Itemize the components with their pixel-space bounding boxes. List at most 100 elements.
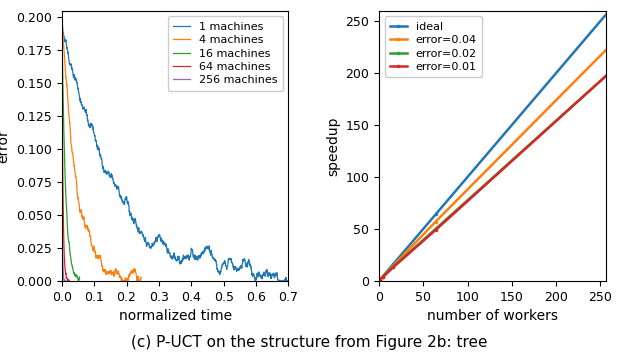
64 machines [61, 265, 69, 270]
1 machines [288, 269, 295, 273]
ideal [376, 278, 384, 282]
64 machines [63, 276, 70, 280]
1 machines [179, 258, 186, 263]
error=0.04 [376, 278, 384, 282]
Line: error=0.04: error=0.04 [378, 49, 607, 282]
64 machines [64, 279, 72, 283]
64 machines [59, 176, 67, 180]
64 machines [65, 278, 72, 282]
Y-axis label: speedup: speedup [326, 116, 340, 176]
1 machines [137, 230, 145, 235]
1 machines [285, 278, 292, 283]
64 machines [64, 277, 71, 281]
256 machines [60, 274, 67, 279]
64 machines [62, 275, 70, 280]
256 machines [61, 279, 69, 283]
ideal [602, 13, 609, 17]
error=0.02 [602, 74, 609, 78]
64 machines [64, 278, 71, 282]
64 machines [63, 275, 70, 280]
64 machines [64, 279, 72, 283]
64 machines [59, 144, 66, 149]
256 machines [61, 278, 68, 282]
64 machines [62, 270, 69, 274]
256 machines [59, 260, 67, 264]
64 machines [59, 188, 67, 192]
64 machines [64, 278, 71, 282]
16 machines [58, 22, 66, 27]
256 machines [62, 279, 69, 283]
error=0.02 [432, 227, 439, 231]
1 machines [58, 21, 66, 25]
64 machines [64, 277, 71, 282]
16 machines [70, 271, 78, 276]
64 machines [60, 225, 67, 229]
256 machines [59, 252, 67, 256]
256 machines [60, 277, 67, 281]
4 machines [136, 279, 143, 283]
16 machines [76, 275, 83, 279]
64 machines [62, 272, 69, 276]
64 machines [63, 276, 70, 280]
64 machines [61, 267, 69, 271]
4 machines [105, 271, 112, 275]
256 machines [60, 277, 67, 281]
64 machines [61, 264, 69, 268]
64 machines [60, 232, 67, 237]
4 machines [96, 254, 103, 258]
64 machines [58, 78, 66, 82]
64 machines [63, 275, 70, 280]
16 machines [68, 262, 75, 267]
Line: error=0.02: error=0.02 [378, 75, 607, 282]
4 machines [137, 275, 145, 280]
Legend: ideal, error=0.04, error=0.02, error=0.01: ideal, error=0.04, error=0.02, error=0.0… [384, 16, 483, 77]
64 machines [59, 125, 66, 129]
256 machines [59, 210, 66, 214]
64 machines [64, 276, 71, 280]
64 machines [66, 278, 73, 283]
64 machines [60, 243, 67, 247]
256 machines [60, 276, 67, 280]
64 machines [62, 270, 69, 274]
256 machines [61, 279, 69, 283]
256 machines [62, 279, 69, 283]
4 machines [101, 270, 109, 274]
error=0.01 [432, 228, 439, 232]
error=0.04 [432, 220, 439, 224]
256 machines [62, 279, 69, 283]
error=0.01 [376, 278, 384, 282]
error=0.04 [602, 48, 609, 53]
64 machines [60, 217, 67, 221]
64 machines [62, 271, 70, 276]
64 machines [62, 270, 69, 275]
error=0.01 [602, 74, 609, 78]
Line: 1 machines: 1 machines [62, 23, 292, 281]
ideal [389, 262, 397, 266]
ideal [379, 274, 386, 279]
error=0.04 [389, 264, 397, 268]
64 machines [64, 278, 72, 282]
256 machines [61, 278, 68, 283]
error=0.02 [376, 278, 384, 282]
256 machines [61, 279, 69, 283]
Legend: 1 machines, 4 machines, 16 machines, 64 machines, 256 machines: 1 machines, 4 machines, 16 machines, 64 … [167, 16, 283, 91]
Line: 4 machines: 4 machines [62, 15, 141, 281]
16 machines [63, 209, 70, 213]
64 machines [59, 199, 67, 203]
error=0.01 [389, 265, 397, 269]
64 machines [61, 257, 68, 262]
64 machines [61, 261, 69, 265]
1 machines [252, 279, 259, 283]
64 machines [65, 279, 72, 283]
Line: ideal: ideal [378, 13, 607, 282]
Y-axis label: error: error [0, 129, 11, 163]
64 machines [61, 252, 68, 256]
16 machines [75, 278, 83, 282]
X-axis label: number of workers: number of workers [427, 309, 558, 323]
1 machines [164, 247, 172, 251]
Line: 256 machines: 256 machines [62, 102, 66, 281]
ideal [432, 212, 439, 216]
256 machines [59, 228, 66, 233]
64 machines [62, 275, 70, 279]
Text: (c) P-UCT on the structure from Figure 2b: tree: (c) P-UCT on the structure from Figure 2… [131, 334, 487, 350]
